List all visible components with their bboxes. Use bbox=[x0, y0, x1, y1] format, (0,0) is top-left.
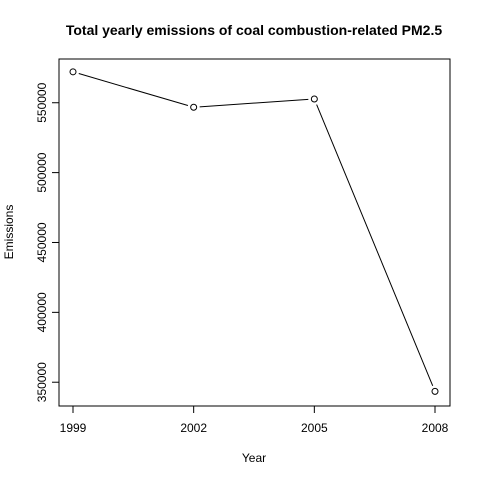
x-axis-label: Year bbox=[242, 451, 266, 465]
series-group bbox=[69, 68, 439, 395]
data-point bbox=[431, 387, 439, 395]
data-point bbox=[190, 103, 198, 111]
data-point bbox=[310, 95, 318, 103]
data-point bbox=[69, 68, 77, 76]
x-axis: 1999 2002 2005 2008 bbox=[60, 406, 449, 435]
x-tick-label: 2005 bbox=[301, 421, 328, 435]
y-axis: 350000 400000 450000 500000 550000 bbox=[35, 82, 59, 402]
series-line-segment bbox=[78, 73, 189, 107]
chart-title: Total yearly emissions of coal combustio… bbox=[66, 22, 443, 38]
y-tick-label: 550000 bbox=[35, 82, 49, 122]
y-axis-label: Emissions bbox=[2, 205, 16, 260]
series-line-segment bbox=[199, 98, 309, 108]
x-tick-label: 2002 bbox=[180, 421, 207, 435]
y-tick-label: 450000 bbox=[35, 222, 49, 262]
y-tick-label: 350000 bbox=[35, 362, 49, 402]
series-line-segment bbox=[316, 104, 434, 387]
plot-frame bbox=[58, 58, 451, 407]
x-tick-label: 2008 bbox=[422, 421, 449, 435]
y-tick-label: 500000 bbox=[35, 152, 49, 192]
x-tick-label: 1999 bbox=[60, 421, 87, 435]
y-tick-label: 400000 bbox=[35, 292, 49, 332]
